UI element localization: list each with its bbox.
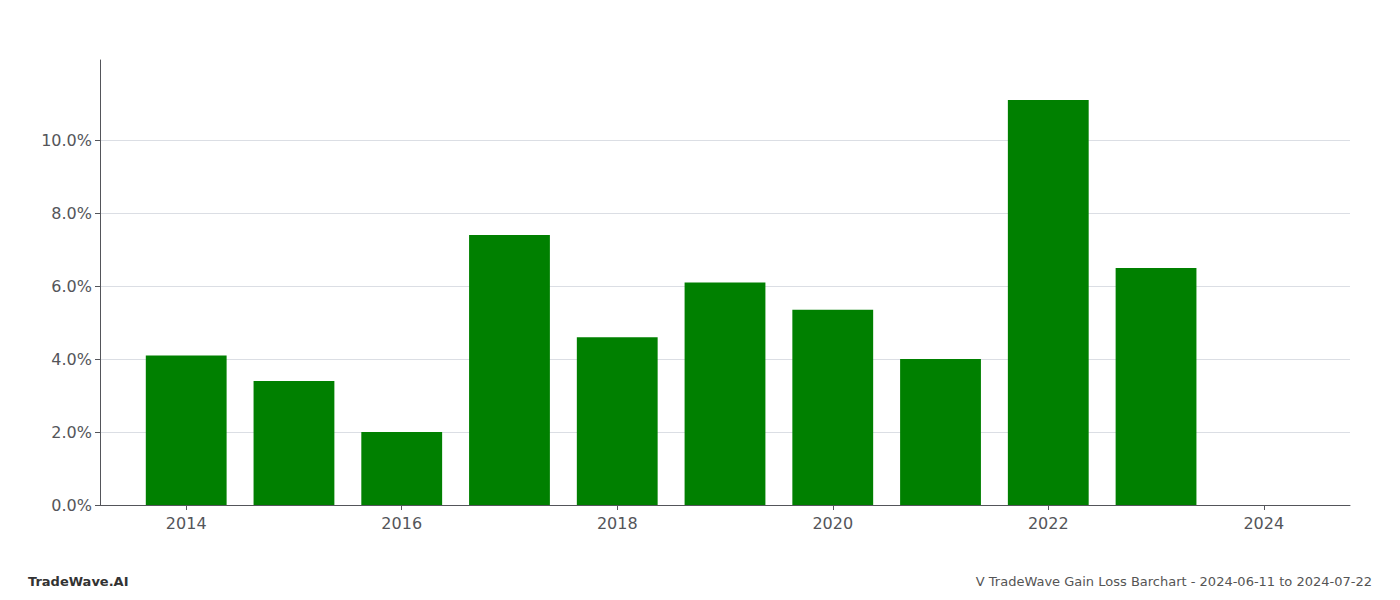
svg-text:4.0%: 4.0% [51,350,92,369]
svg-text:2020: 2020 [812,514,853,533]
svg-text:2024: 2024 [1243,514,1284,533]
svg-text:0.0%: 0.0% [51,496,92,515]
svg-text:2014: 2014 [166,514,207,533]
svg-text:V TradeWave Gain Loss Barchart: V TradeWave Gain Loss Barchart - 2024-06… [976,574,1372,589]
svg-text:TradeWave.AI: TradeWave.AI [28,574,129,589]
svg-text:2.0%: 2.0% [51,423,92,442]
svg-text:2016: 2016 [381,514,422,533]
svg-text:2018: 2018 [597,514,638,533]
svg-text:8.0%: 8.0% [51,204,92,223]
svg-text:2022: 2022 [1028,514,1069,533]
svg-text:10.0%: 10.0% [41,131,92,150]
svg-text:6.0%: 6.0% [51,277,92,296]
